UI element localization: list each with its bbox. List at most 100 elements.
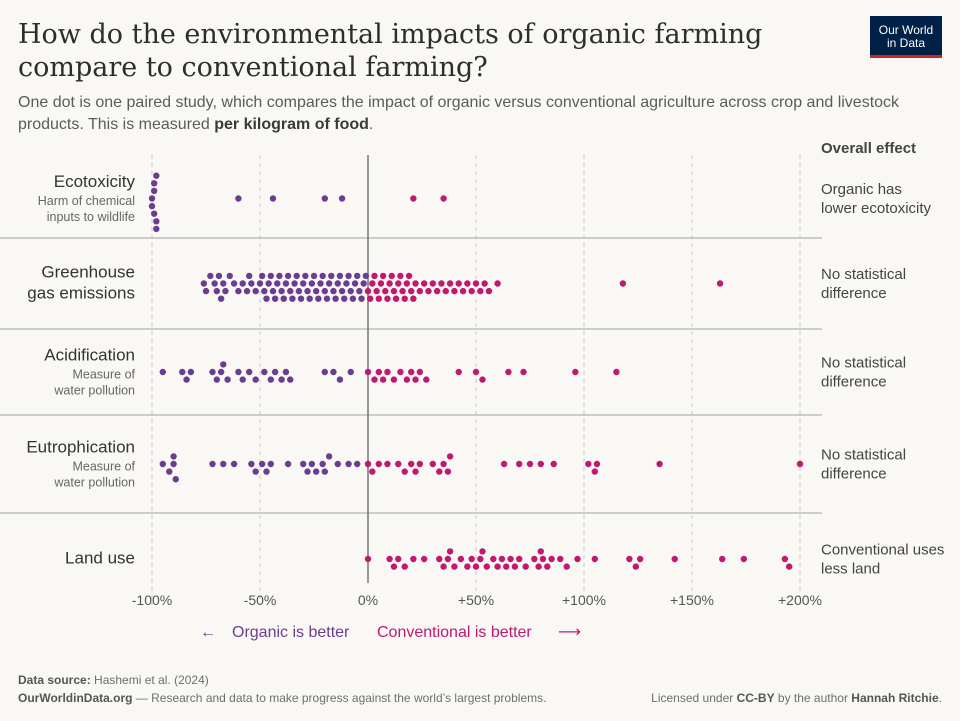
data-point (347, 368, 354, 376)
data-point (220, 460, 227, 468)
data-point (716, 280, 724, 287)
data-point (379, 272, 387, 280)
x-tick-label: +50% (458, 592, 494, 608)
data-point (438, 280, 445, 287)
data-point (209, 368, 216, 376)
data-point (395, 280, 402, 287)
data-point (351, 280, 359, 287)
data-point (382, 287, 389, 295)
data-point (278, 287, 285, 295)
data-point (153, 172, 160, 179)
data-point (472, 280, 480, 287)
data-point (235, 287, 242, 295)
data-point (490, 555, 497, 563)
data-point (150, 180, 158, 187)
data-point (356, 287, 363, 295)
x-tick-label: +150% (670, 592, 714, 608)
effect-label: difference (821, 285, 887, 302)
data-point (591, 555, 598, 563)
data-point (267, 376, 274, 383)
data-point (401, 295, 408, 302)
data-point (187, 368, 195, 376)
x-tick-label: 0% (358, 592, 378, 608)
data-point (366, 295, 374, 302)
data-point (293, 272, 300, 280)
data-point (468, 555, 475, 563)
data-point (300, 460, 307, 468)
data-point (306, 295, 313, 302)
data-point (330, 368, 337, 376)
source-link[interactable]: Hashemi et al. (2024) (94, 673, 209, 687)
data-point (263, 468, 270, 475)
data-point (416, 368, 424, 376)
data-point (230, 460, 238, 468)
data-point (451, 287, 458, 295)
data-point (632, 563, 640, 570)
data-point (334, 280, 341, 287)
data-point (336, 272, 344, 280)
data-point (213, 376, 220, 383)
data-point (246, 272, 253, 280)
data-point (362, 272, 370, 280)
data-point (386, 280, 393, 287)
owid-logo[interactable]: Our World in Data (870, 16, 942, 58)
subtitle-emphasis: per kilogram of food (214, 116, 369, 133)
data-point (321, 195, 328, 202)
data-point (390, 563, 398, 570)
data-point (222, 287, 229, 295)
data-point (345, 460, 352, 468)
data-point (321, 368, 328, 376)
data-point (464, 280, 471, 287)
data-point (373, 287, 380, 295)
data-point (403, 280, 411, 287)
data-point (256, 280, 264, 287)
data-point (477, 287, 484, 295)
data-point (539, 555, 547, 563)
data-point (412, 280, 419, 287)
data-point (436, 555, 443, 563)
data-point (375, 368, 382, 376)
category-label: Ecotoxicity (54, 172, 136, 191)
data-point (500, 460, 508, 468)
data-point (399, 287, 406, 295)
data-point (511, 563, 519, 570)
data-point (276, 272, 283, 280)
x-tick-label: +200% (778, 592, 822, 608)
site-link[interactable]: OurWorldinData.org (18, 691, 133, 705)
data-point (267, 460, 274, 468)
data-point (271, 295, 279, 302)
data-point (252, 376, 259, 383)
data-point (455, 280, 462, 287)
data-point (220, 361, 227, 368)
category-description: Measure of (72, 460, 135, 474)
data-point (786, 563, 793, 570)
data-point (494, 280, 501, 287)
data-point (498, 555, 506, 563)
data-point (507, 555, 514, 563)
legend-conventional: Conventional is better (377, 624, 532, 641)
data-point (412, 376, 419, 383)
data-point (444, 468, 452, 475)
data-point (401, 468, 408, 475)
data-point (263, 295, 270, 302)
data-point (613, 368, 620, 376)
data-point (289, 295, 296, 302)
data-point (315, 295, 322, 302)
data-point (150, 210, 158, 217)
data-point (334, 460, 341, 468)
data-point (321, 287, 328, 295)
data-point (243, 287, 251, 295)
data-point (172, 476, 179, 483)
license-link[interactable]: CC-BY (736, 691, 775, 705)
effect-label: less land (821, 561, 880, 578)
data-point (420, 280, 428, 287)
data-point (535, 563, 542, 570)
effect-label: Organic has (821, 181, 902, 198)
footer-license: Licensed under CC-BY by the author Hanna… (651, 691, 942, 705)
category-label: Acidification (44, 346, 135, 365)
data-point (297, 295, 305, 302)
data-point (319, 272, 326, 280)
data-point (153, 218, 160, 225)
data-point (207, 272, 214, 280)
data-point (341, 295, 348, 302)
